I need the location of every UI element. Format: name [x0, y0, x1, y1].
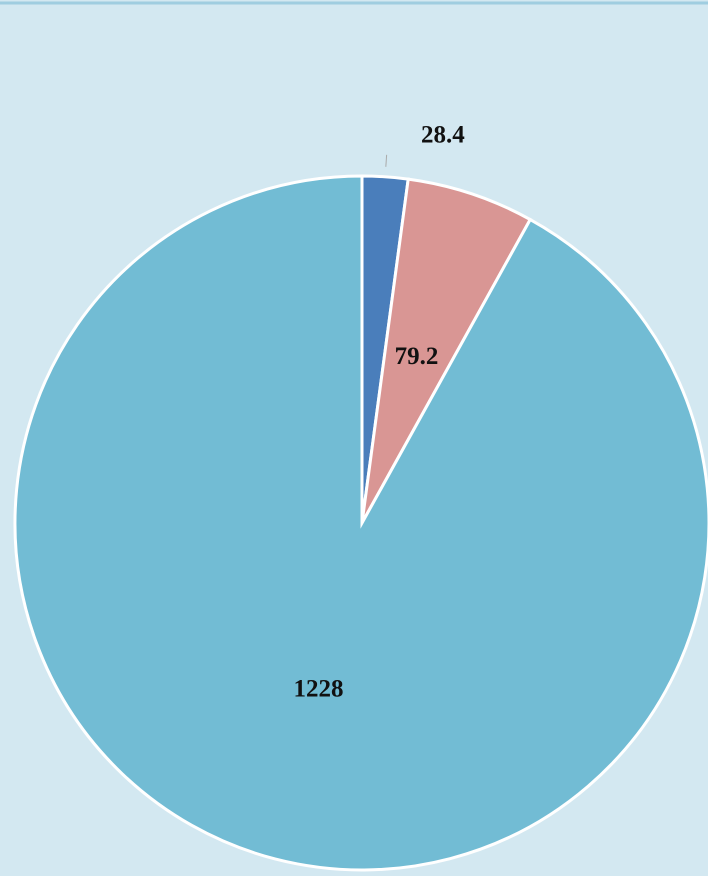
leader-line: [385, 154, 388, 167]
data-label: 1228: [294, 676, 344, 703]
data-label: 79.2: [395, 343, 439, 370]
pie-slice: [360, 177, 533, 524]
pie-slice: [13, 174, 708, 872]
data-label: 28.4: [421, 122, 465, 149]
